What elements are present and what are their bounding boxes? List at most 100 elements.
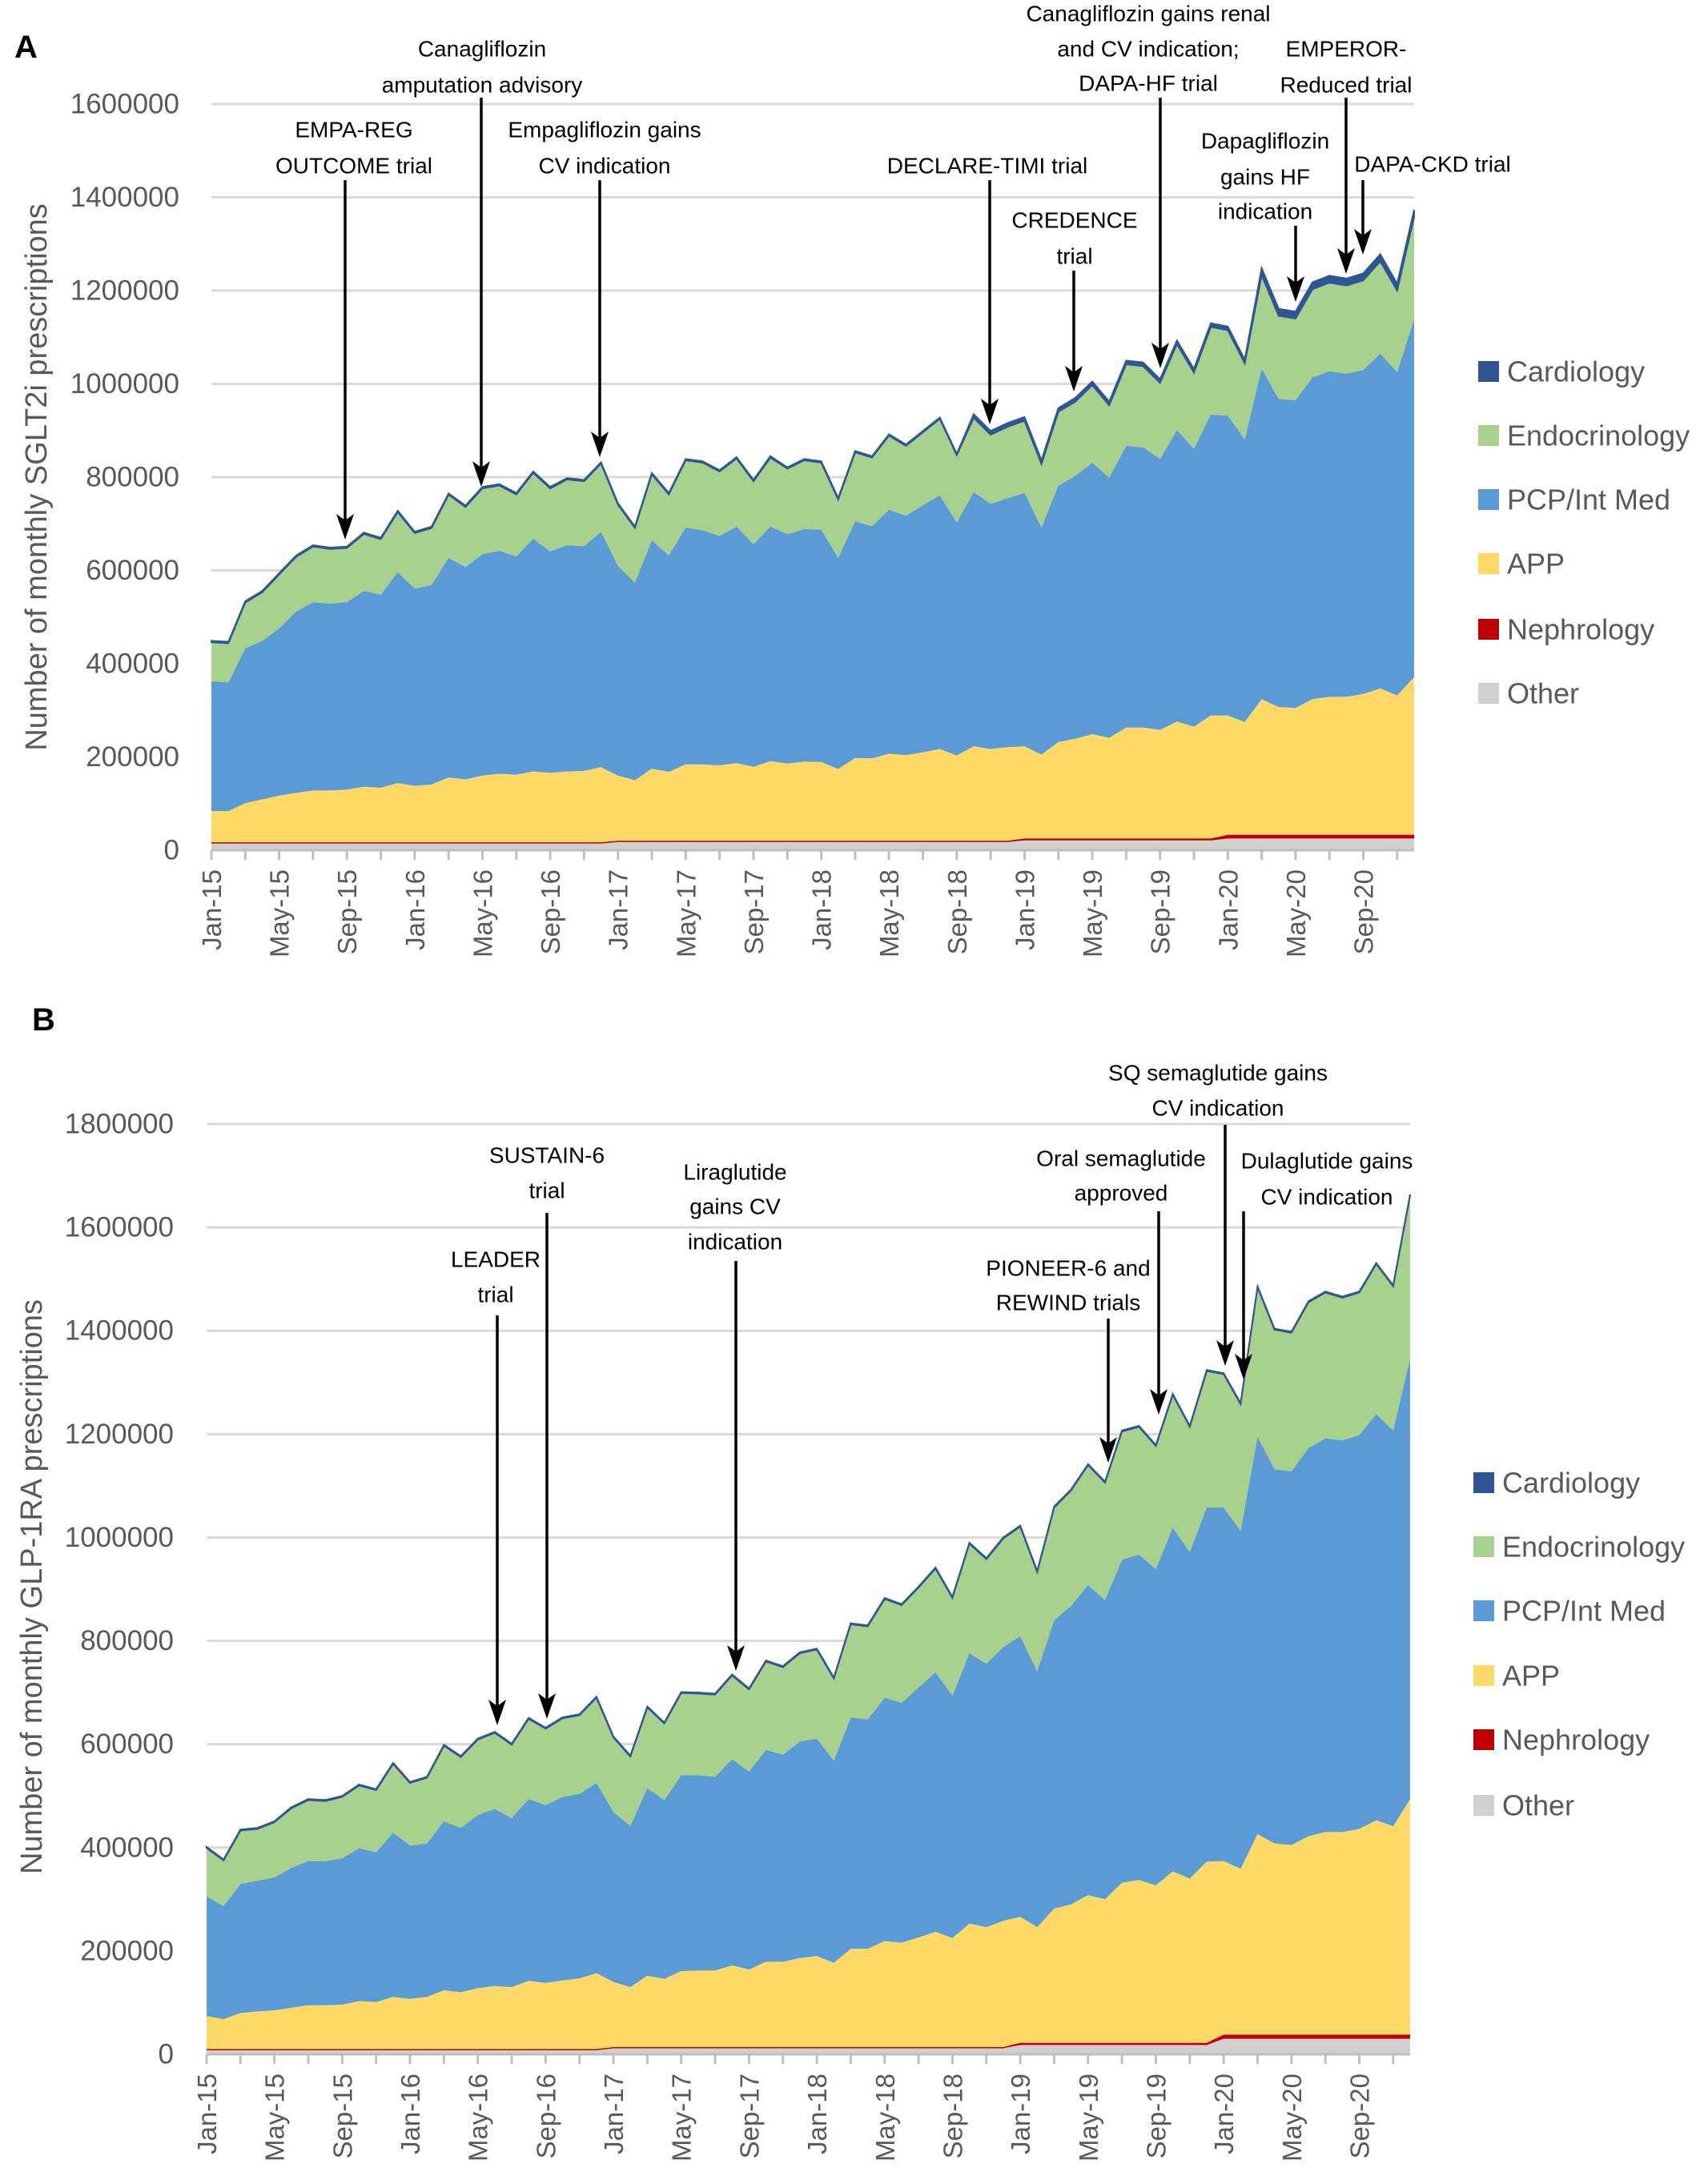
annotation-text: trial xyxy=(477,1283,513,1307)
legend-swatch xyxy=(1478,425,1499,446)
annotation: EMPEROR- Reduced trial xyxy=(1280,37,1412,274)
y-tick-label: 400000 xyxy=(86,648,179,680)
x-tick-label: Sep-18 xyxy=(938,2074,967,2158)
x-tick-label: Sep-19 xyxy=(1146,869,1176,954)
y-tick-label: 0 xyxy=(159,2039,174,2070)
annotation: Canagliflozin gains renal and CV indicati… xyxy=(1026,2,1271,368)
x-tick-label: Sep-17 xyxy=(739,869,769,954)
annotation: DAPA-CKD trial xyxy=(1354,152,1511,255)
annotation: Empagliflozin gains CV indication xyxy=(508,118,701,457)
x-tick-label: Jan-19 xyxy=(1006,2074,1035,2154)
annotation-text: indication xyxy=(688,1230,782,1255)
area-app xyxy=(211,676,1414,843)
annotation-text: EMPA-REG xyxy=(295,118,412,143)
y-tick-label: 200000 xyxy=(80,1935,174,1966)
annotation-text: Liraglutide xyxy=(683,1160,786,1185)
x-tick-label: May-17 xyxy=(667,2074,697,2162)
y-tick-label: 1200000 xyxy=(70,275,179,307)
annotation: SQ semaglutide gains CV indication xyxy=(1108,1061,1328,1366)
legend-label: Other xyxy=(1502,1789,1574,1822)
y-tick-label: 400000 xyxy=(80,1832,174,1863)
annotation-text: trial xyxy=(528,1178,565,1203)
y-tick-label: 0 xyxy=(164,835,179,866)
arrowhead-icon xyxy=(1150,1389,1167,1415)
area-endocrinology xyxy=(207,1195,1410,1906)
annotation-text: trial xyxy=(1056,244,1092,269)
x-tick-label: Sep-16 xyxy=(536,869,565,954)
legend-label: PCP/Int Med xyxy=(1502,1595,1666,1628)
x-tick-label: Sep-15 xyxy=(332,869,362,954)
x-tick-label: May-19 xyxy=(1078,869,1107,958)
annotation: PIONEER-6 and REWIND trials xyxy=(986,1256,1151,1463)
y-tick-label: 1400000 xyxy=(65,1315,174,1347)
legend-label: APP xyxy=(1502,1660,1560,1692)
arrowhead-icon xyxy=(538,1693,556,1719)
annotation: Liraglutide gains CV indication xyxy=(683,1160,787,1671)
annotation: Oral semaglutide approved xyxy=(1036,1146,1206,1415)
x-tick-label: May-18 xyxy=(874,869,904,958)
annotation-text: CREDENCE xyxy=(1011,208,1137,233)
x-tick-label: Jan-16 xyxy=(400,869,430,950)
annotation-text: OUTCOME trial xyxy=(275,154,432,179)
panel-label: A xyxy=(14,30,38,65)
x-tick-label: Jan-20 xyxy=(1209,2074,1239,2154)
legend-swatch xyxy=(1478,619,1499,640)
annotation-text: DAPA-CKD trial xyxy=(1354,152,1511,177)
annotation-text: PIONEER-6 and xyxy=(986,1256,1150,1281)
legend-item-nephrology: Nephrology xyxy=(1473,1724,1650,1756)
x-tick-label: May-19 xyxy=(1074,2074,1103,2162)
area-nephrology xyxy=(207,2034,1410,2050)
arrowhead-icon xyxy=(727,1645,745,1671)
annotation-text: approved xyxy=(1075,1181,1168,1206)
annotation-text: indication xyxy=(1218,199,1312,224)
y-tick-label: 200000 xyxy=(86,741,179,773)
x-tick-label: Jan-17 xyxy=(599,2074,629,2154)
annotation-text: Dapagliflozin xyxy=(1201,129,1329,154)
arrowhead-icon xyxy=(488,1700,506,1725)
area-cardiology xyxy=(206,1194,1411,1862)
annotation: EMPA-REG OUTCOME trial xyxy=(275,118,432,540)
annotation-text: Empagliflozin gains xyxy=(508,118,701,143)
annotation-text: DAPA-HF trial xyxy=(1079,71,1218,96)
arrowhead-icon xyxy=(1216,1340,1234,1366)
x-tick-label: May-16 xyxy=(464,2074,493,2162)
x-tick-label: May-20 xyxy=(1281,869,1311,958)
annotation-text: DECLARE-TIMI trial xyxy=(887,154,1087,179)
x-tick-label: Jan-18 xyxy=(802,2074,832,2154)
y-tick-label: 800000 xyxy=(80,1625,174,1656)
legend-label: Cardiology xyxy=(1507,355,1645,388)
annotation-text: and CV indication; xyxy=(1057,37,1239,62)
legend-swatch xyxy=(1473,1472,1494,1493)
x-tick-label: Jan-18 xyxy=(807,869,837,950)
x-tick-label: Sep-20 xyxy=(1349,869,1379,954)
annotation-text: amputation advisory xyxy=(382,73,583,98)
area-pcp-int-med xyxy=(211,319,1414,812)
x-tick-label: Jan-15 xyxy=(197,869,227,950)
legend-swatch xyxy=(1478,553,1499,574)
x-tick-label: May-18 xyxy=(870,2074,900,2162)
legend-label: APP xyxy=(1507,548,1565,580)
annotation: Dapagliflozin gains HF indication xyxy=(1201,129,1329,302)
y-tick-label: 1600000 xyxy=(65,1212,174,1243)
annotation-text: Oral semaglutide xyxy=(1036,1146,1206,1171)
arrowhead-icon xyxy=(1151,343,1169,368)
legend-item-app: APP xyxy=(1478,548,1565,580)
y-axis-title: Number of monthly GLP-1RA prescriptions xyxy=(15,1299,49,1874)
annotation: LEADER trial xyxy=(451,1247,541,1725)
annotation: Canagliflozin amputation advisory xyxy=(382,37,583,487)
legend-label: Endocrinology xyxy=(1502,1531,1685,1564)
legend-item-other: Other xyxy=(1473,1789,1574,1822)
legend-item-endocrinology: Endocrinology xyxy=(1473,1531,1685,1564)
annotation: CREDENCE trial xyxy=(1011,208,1138,391)
chart-b-glp1ra: B 0 200000 400000 600000 800000 1000000 1200000… xyxy=(15,1002,1685,2162)
x-tick-label: Jan-15 xyxy=(192,2074,222,2154)
legend-label: Nephrology xyxy=(1502,1724,1650,1756)
legend-swatch xyxy=(1473,1795,1494,1816)
annotation-text: CV indication xyxy=(539,154,671,179)
legend-swatch xyxy=(1473,1665,1494,1686)
annotation-text: CV indication xyxy=(1152,1096,1284,1121)
area-other xyxy=(211,838,1414,850)
x-tick-label: Sep-20 xyxy=(1344,2074,1374,2158)
y-tick-label: 1000000 xyxy=(65,1522,174,1553)
legend-item-cardiology: Cardiology xyxy=(1478,355,1645,388)
